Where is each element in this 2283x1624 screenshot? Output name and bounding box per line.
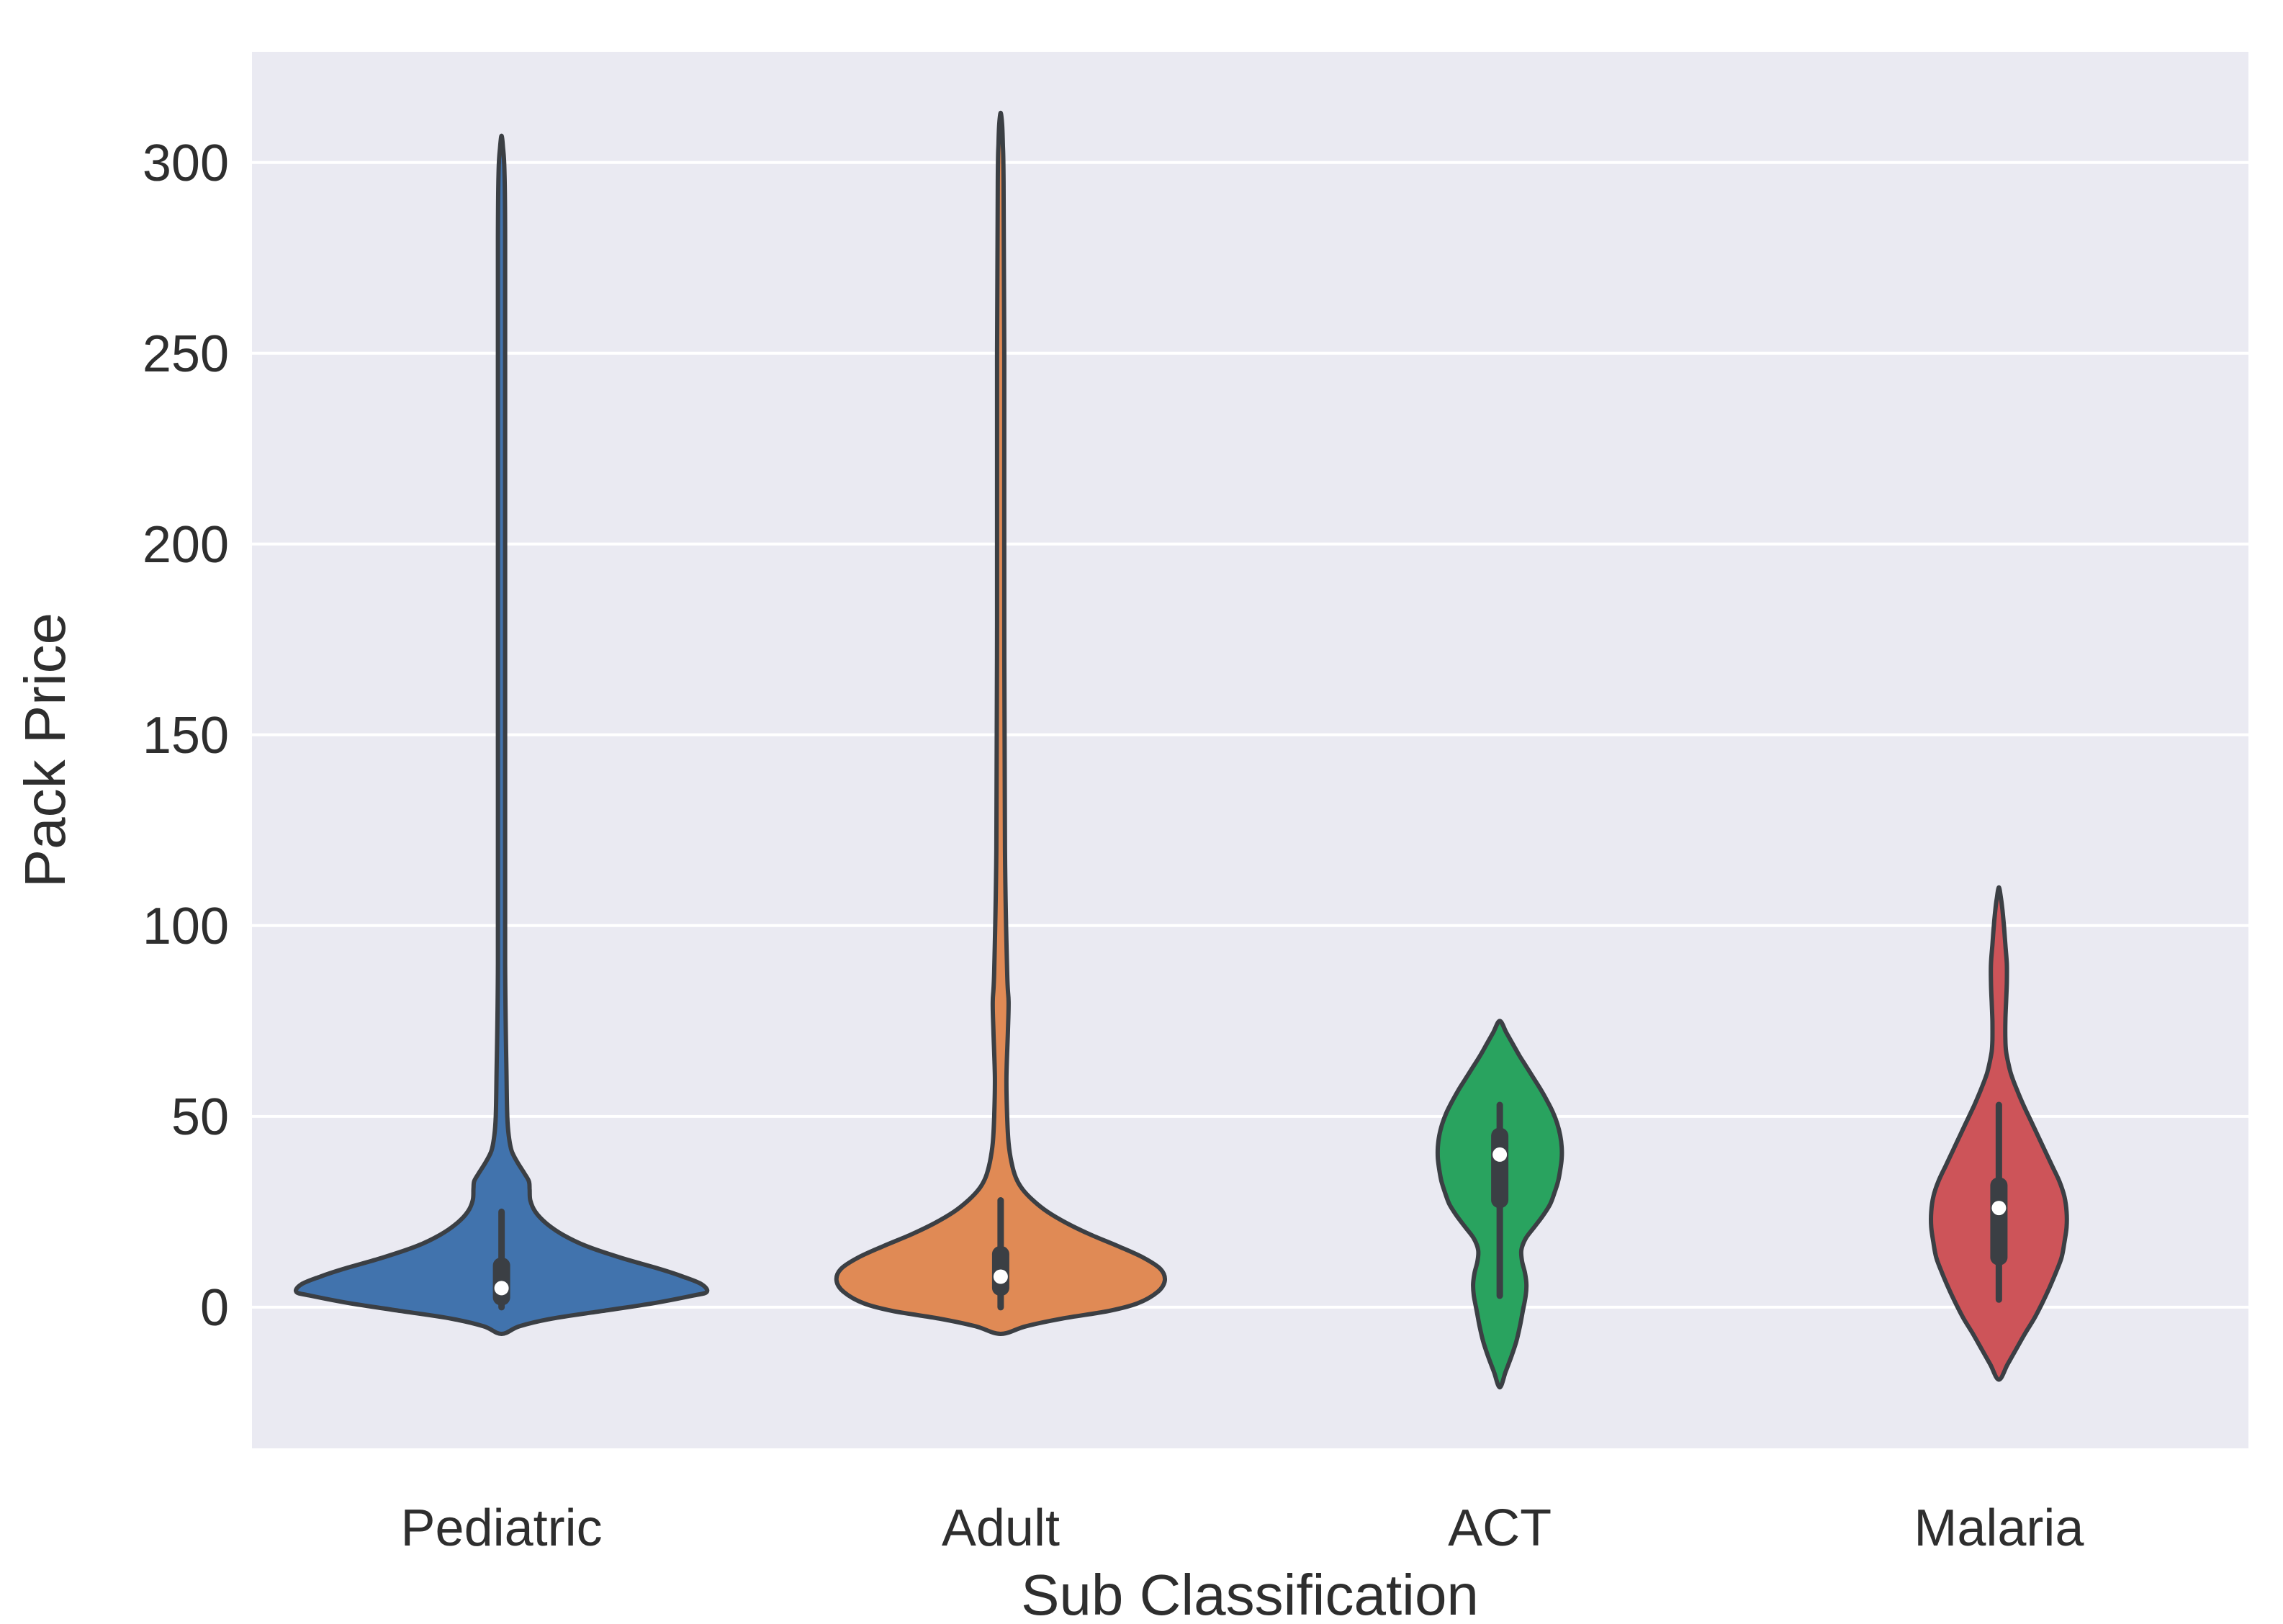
violin-group-act bbox=[1435, 1019, 1564, 1390]
median-dot-pediatric bbox=[494, 1281, 509, 1296]
violin-group-adult bbox=[834, 110, 1168, 1336]
median-dot-act bbox=[1492, 1147, 1508, 1162]
y-tick-label: 50 bbox=[171, 1088, 229, 1146]
violin-group-malaria bbox=[1929, 885, 2069, 1382]
y-tick-label: 200 bbox=[143, 516, 229, 574]
iqr-box-act bbox=[1491, 1127, 1509, 1209]
violin-body-adult bbox=[834, 110, 1168, 1336]
y-tick-label: 100 bbox=[143, 898, 229, 955]
violin-group-pediatric bbox=[294, 133, 710, 1336]
plot-area-background bbox=[252, 52, 2248, 1448]
violin-body-pediatric bbox=[294, 133, 710, 1336]
x-axis-label: Sub Classification bbox=[1021, 1563, 1479, 1624]
y-tick-label: 0 bbox=[200, 1279, 229, 1337]
iqr-box-malaria bbox=[1990, 1177, 2008, 1266]
x-tick-label-adult: Adult bbox=[942, 1499, 1060, 1557]
median-dot-malaria bbox=[1991, 1201, 2007, 1216]
median-dot-adult bbox=[993, 1269, 1008, 1284]
x-tick-label-malaria: Malaria bbox=[1914, 1499, 2084, 1557]
x-tick-label-act: ACT bbox=[1448, 1499, 1552, 1557]
y-tick-label: 250 bbox=[143, 325, 229, 383]
y-tick-label: 300 bbox=[143, 135, 229, 192]
x-tick-label-pediatric: Pediatric bbox=[401, 1499, 603, 1557]
y-axis-label: Pack Price bbox=[13, 613, 77, 888]
x-axis-tick-labels: Pediatric Adult ACT Malaria bbox=[401, 1499, 2085, 1557]
y-tick-label: 150 bbox=[143, 707, 229, 764]
y-axis-tick-labels: 0 50 100 150 200 250 300 bbox=[143, 135, 229, 1337]
violins bbox=[294, 110, 2069, 1390]
